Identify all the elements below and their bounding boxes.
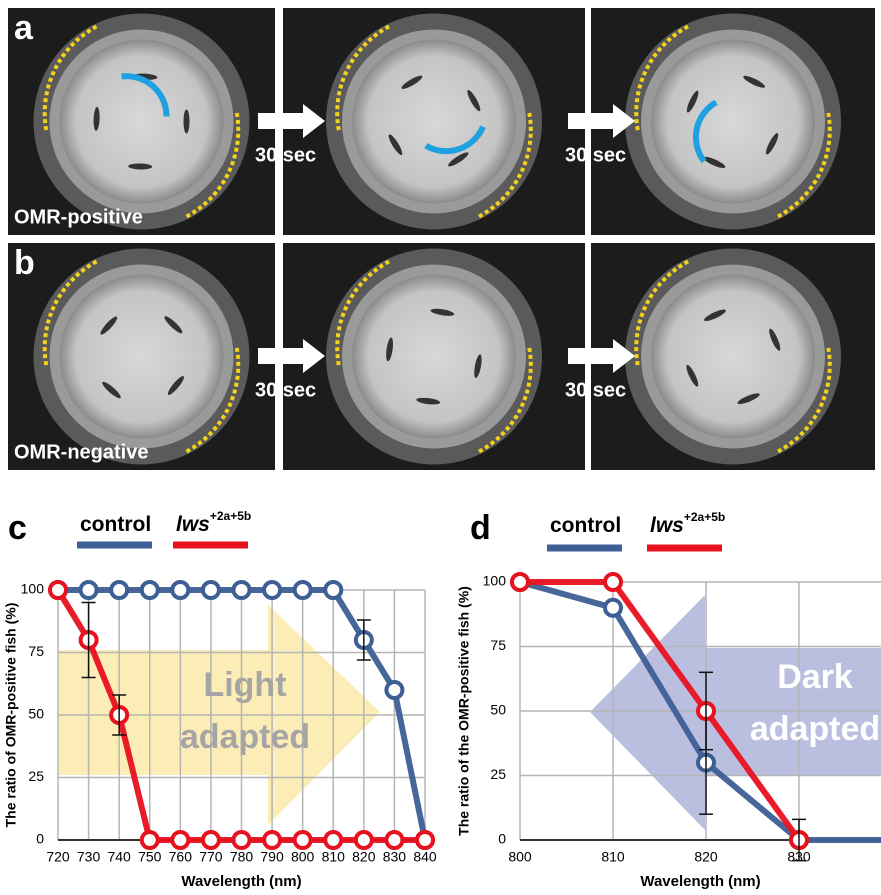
- y-tick-label: 0: [498, 831, 506, 847]
- x-axis-label: Wavelength (nm): [181, 873, 301, 890]
- legend-superscript: +2a+5b: [684, 510, 725, 524]
- x-tick-label: 810: [322, 849, 346, 865]
- point: [81, 582, 97, 598]
- x-tick-label: 790: [260, 849, 284, 865]
- point: [142, 582, 158, 598]
- interval-label: 30 sec: [565, 379, 626, 401]
- y-tick-label: 75: [490, 637, 506, 653]
- point: [203, 832, 219, 848]
- dish: [651, 275, 815, 439]
- chart: 0 25 50 75 100 720 730 740 750 760 770 780 790 800 810…: [3, 509, 437, 890]
- annotation: adapted: [750, 710, 880, 748]
- y-tick-label: 25: [28, 768, 44, 784]
- point: [172, 832, 188, 848]
- x-tick-label: 780: [230, 849, 254, 865]
- y-tick-label: 25: [490, 766, 506, 782]
- y-tick-label: 50: [28, 706, 44, 722]
- x-tick-label: 770: [199, 849, 223, 865]
- y-tick-label: 75: [28, 643, 44, 659]
- x-tick-label: 750: [138, 849, 162, 865]
- dish: [60, 40, 224, 204]
- dish: [352, 275, 516, 439]
- x-axis-label: Wavelength (nm): [640, 873, 760, 890]
- annotation: Dark: [777, 658, 853, 696]
- panel-label: c: [8, 509, 27, 547]
- x-tick-label: 740: [107, 849, 131, 865]
- legend-label: control: [80, 513, 151, 536]
- legend-name: lws: [176, 513, 210, 536]
- page: a OMR-positive 30 sec 30 sec b OMR-negative 30…: [0, 0, 881, 895]
- panel-label: b: [14, 244, 35, 282]
- point: [386, 832, 402, 848]
- legend-name: control: [550, 514, 621, 537]
- x-tick-label: 730: [77, 849, 101, 865]
- point: [325, 832, 341, 848]
- legend-superscript: +2a+5b: [210, 509, 251, 523]
- interval-label: 30 sec: [565, 144, 626, 166]
- point: [605, 574, 621, 590]
- point: [50, 582, 66, 598]
- point: [605, 600, 621, 616]
- y-tick-label: 100: [483, 573, 507, 589]
- caption: OMR-positive: [14, 206, 143, 228]
- annotation: adapted: [180, 718, 310, 756]
- legend-label: lws+2a+5b: [176, 509, 251, 535]
- x-tick-label: 840: [413, 849, 437, 865]
- y-axis-label: The ratio of OMR-positive fish (%): [3, 603, 19, 828]
- point: [417, 832, 433, 848]
- interval-label: 30 sec: [255, 379, 316, 401]
- point: [142, 832, 158, 848]
- x-tick-label: 720: [46, 849, 70, 865]
- legend-name: lws: [650, 514, 684, 537]
- interval-label: 30 sec: [255, 144, 316, 166]
- point: [264, 582, 280, 598]
- fish: [184, 110, 190, 134]
- point: [325, 582, 341, 598]
- point: [234, 832, 250, 848]
- dish: [651, 40, 815, 204]
- panel-label: d: [470, 509, 491, 547]
- point: [512, 574, 528, 590]
- figure: a OMR-positive 30 sec 30 sec b OMR-negative 30…: [0, 0, 881, 895]
- point: [264, 832, 280, 848]
- y-axis-label: The ratio of the OMR-positive fish (%): [456, 586, 472, 836]
- y-tick-label: 100: [21, 581, 45, 597]
- chart: 0255075100800810820830840850DarkadaptedW…: [456, 509, 881, 890]
- annotation: Light: [203, 666, 286, 704]
- panel-label: a: [14, 9, 34, 47]
- y-tick-label: 50: [490, 702, 506, 718]
- point: [111, 582, 127, 598]
- dish: [352, 40, 516, 204]
- x-tick-label: 820: [694, 849, 718, 865]
- dish: [60, 275, 224, 439]
- caption: OMR-negative: [14, 441, 148, 463]
- x-tick-label: 800: [291, 849, 315, 865]
- point: [234, 582, 250, 598]
- x-tick-label: 760: [169, 849, 193, 865]
- photo-panels: a OMR-positive 30 sec 30 sec b OMR-negative 30…: [8, 8, 875, 470]
- point: [203, 582, 219, 598]
- point: [295, 832, 311, 848]
- point: [386, 682, 402, 698]
- x-tick-label: 810: [601, 849, 625, 865]
- point: [172, 582, 188, 598]
- x-tick-label: 800: [508, 849, 532, 865]
- point: [295, 582, 311, 598]
- x-tick-label: 830: [383, 849, 407, 865]
- legend-label: control: [550, 514, 621, 537]
- y-tick-label: 0: [36, 831, 44, 847]
- legend-name: control: [80, 513, 151, 536]
- x-tick-label: 820: [352, 849, 376, 865]
- point: [356, 832, 372, 848]
- legend-label: lws+2a+5b: [650, 510, 725, 536]
